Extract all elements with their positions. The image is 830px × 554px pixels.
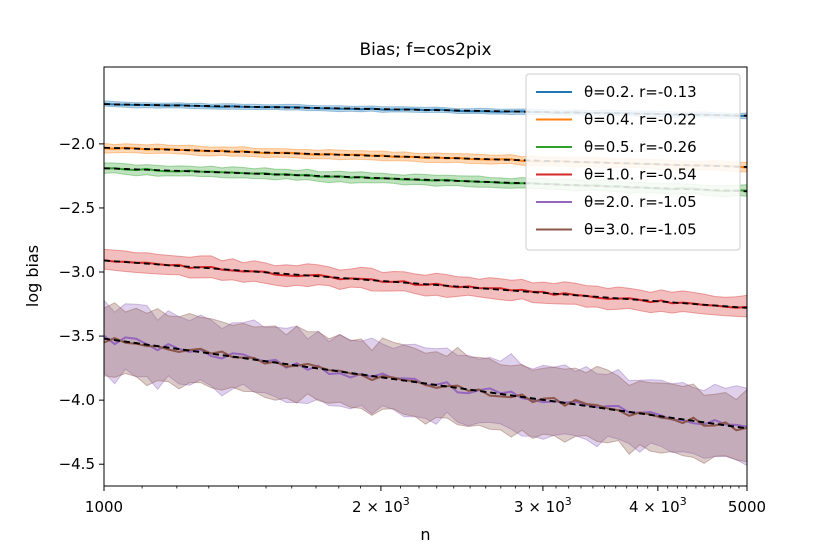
legend-entry-3: θ=1.0. r=-0.54 [584,166,697,184]
x-tick-exponent: 3 [565,495,572,508]
y-tick-label: −2.5 [59,199,95,217]
legend-box [525,73,741,251]
fit-line-series-3 [104,259,747,309]
x-axis: 1000 2 × 103 3 × 103 4 × 103 5000 [85,486,766,516]
x-tick-exponent: 3 [403,495,410,508]
x-tick-label: 1000 [85,498,123,516]
x-tick-label: 2 × 103 [352,495,410,516]
x-tick-base: 3 × 10 [514,498,565,516]
y-tick-label: −2.0 [59,135,95,153]
legend: θ=0.2. r=-0.13 θ=0.4. r=-0.22 θ=0.5. r=-0.… [525,73,741,251]
fit-line-series-1 [104,146,747,168]
legend-entry-5: θ=3.0. r=-1.05 [584,221,697,239]
y-tick-label: −4.5 [59,455,95,473]
legend-entry-0: θ=0.2. r=-0.13 [584,83,697,101]
x-axis-label: n [420,525,430,544]
x-tick-exponent: 3 [680,495,687,508]
fit-line-series-2 [104,167,747,193]
legend-entry-4: θ=2.0. r=-1.05 [584,193,697,211]
x-tick-label: 5000 [728,498,766,516]
fit-line-series-5 [104,337,747,430]
x-tick-base: 4 × 10 [629,498,680,516]
x-tick-label: 4 × 103 [629,495,687,516]
plot-area [104,100,747,467]
legend-entry-2: θ=0.5. r=-0.26 [584,138,697,156]
chart-title: Bias; f=cos2pix [359,40,491,60]
y-tick-label: −3.5 [59,327,95,345]
legend-entry-1: θ=0.4. r=-0.22 [584,111,697,129]
band-series-3 [104,248,747,318]
x-tick-base: 1000 [85,498,123,516]
y-tick-label: −3.0 [59,263,95,281]
y-axis: −2.0 −2.5 −3.0 −3.5 −4.0 −4.5 [59,135,104,473]
y-tick-label: −4.0 [59,391,95,409]
y-axis-label: log bias [23,245,42,307]
x-tick-base: 2 × 10 [352,498,403,516]
x-tick-base: 5000 [728,498,766,516]
x-tick-label: 3 × 103 [514,495,572,516]
plot-frame [103,66,748,487]
